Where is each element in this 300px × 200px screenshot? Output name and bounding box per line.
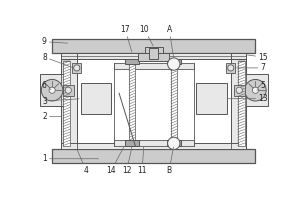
- Bar: [114, 140, 194, 146]
- Bar: [52, 149, 255, 163]
- Bar: [238, 61, 244, 146]
- Bar: [63, 61, 70, 146]
- Text: 6: 6: [42, 81, 51, 90]
- Bar: [52, 39, 255, 53]
- Text: 9: 9: [42, 37, 68, 46]
- Bar: [149, 48, 158, 59]
- Bar: [138, 53, 169, 61]
- Bar: [61, 59, 77, 149]
- Bar: [125, 59, 139, 64]
- Bar: [226, 62, 236, 73]
- Circle shape: [244, 79, 266, 101]
- Bar: [231, 59, 246, 149]
- Text: 3: 3: [42, 97, 79, 106]
- Text: 5: 5: [257, 81, 266, 90]
- Text: 15: 15: [248, 53, 268, 62]
- Circle shape: [41, 79, 63, 101]
- Circle shape: [65, 87, 71, 93]
- Text: 1: 1: [42, 154, 98, 163]
- Bar: [167, 59, 181, 64]
- Text: B: B: [167, 147, 173, 175]
- Text: 7: 7: [237, 63, 266, 72]
- Circle shape: [168, 58, 180, 70]
- Bar: [243, 74, 268, 106]
- Text: 17: 17: [120, 25, 132, 52]
- Text: A: A: [167, 25, 174, 57]
- Bar: [114, 62, 194, 69]
- Bar: [125, 140, 139, 146]
- Bar: [81, 83, 111, 114]
- Bar: [196, 83, 227, 114]
- Circle shape: [236, 87, 242, 93]
- Circle shape: [228, 65, 234, 71]
- Text: 12: 12: [122, 147, 132, 175]
- Bar: [40, 74, 64, 106]
- Bar: [61, 143, 246, 149]
- Text: 10: 10: [140, 25, 153, 46]
- Bar: [61, 53, 246, 59]
- Text: 14: 14: [106, 147, 124, 175]
- Circle shape: [168, 137, 180, 150]
- Text: 8: 8: [42, 53, 72, 67]
- Circle shape: [252, 87, 259, 93]
- Bar: [63, 85, 74, 96]
- Text: 4: 4: [77, 150, 88, 175]
- Bar: [234, 85, 244, 96]
- Bar: [72, 62, 81, 73]
- Text: 2: 2: [42, 112, 62, 121]
- Bar: [129, 62, 135, 146]
- Circle shape: [49, 87, 55, 93]
- Text: 13: 13: [228, 94, 268, 103]
- Text: 11: 11: [137, 147, 147, 175]
- Circle shape: [74, 65, 80, 71]
- Bar: [145, 47, 163, 53]
- Bar: [167, 140, 181, 146]
- Bar: [171, 62, 177, 146]
